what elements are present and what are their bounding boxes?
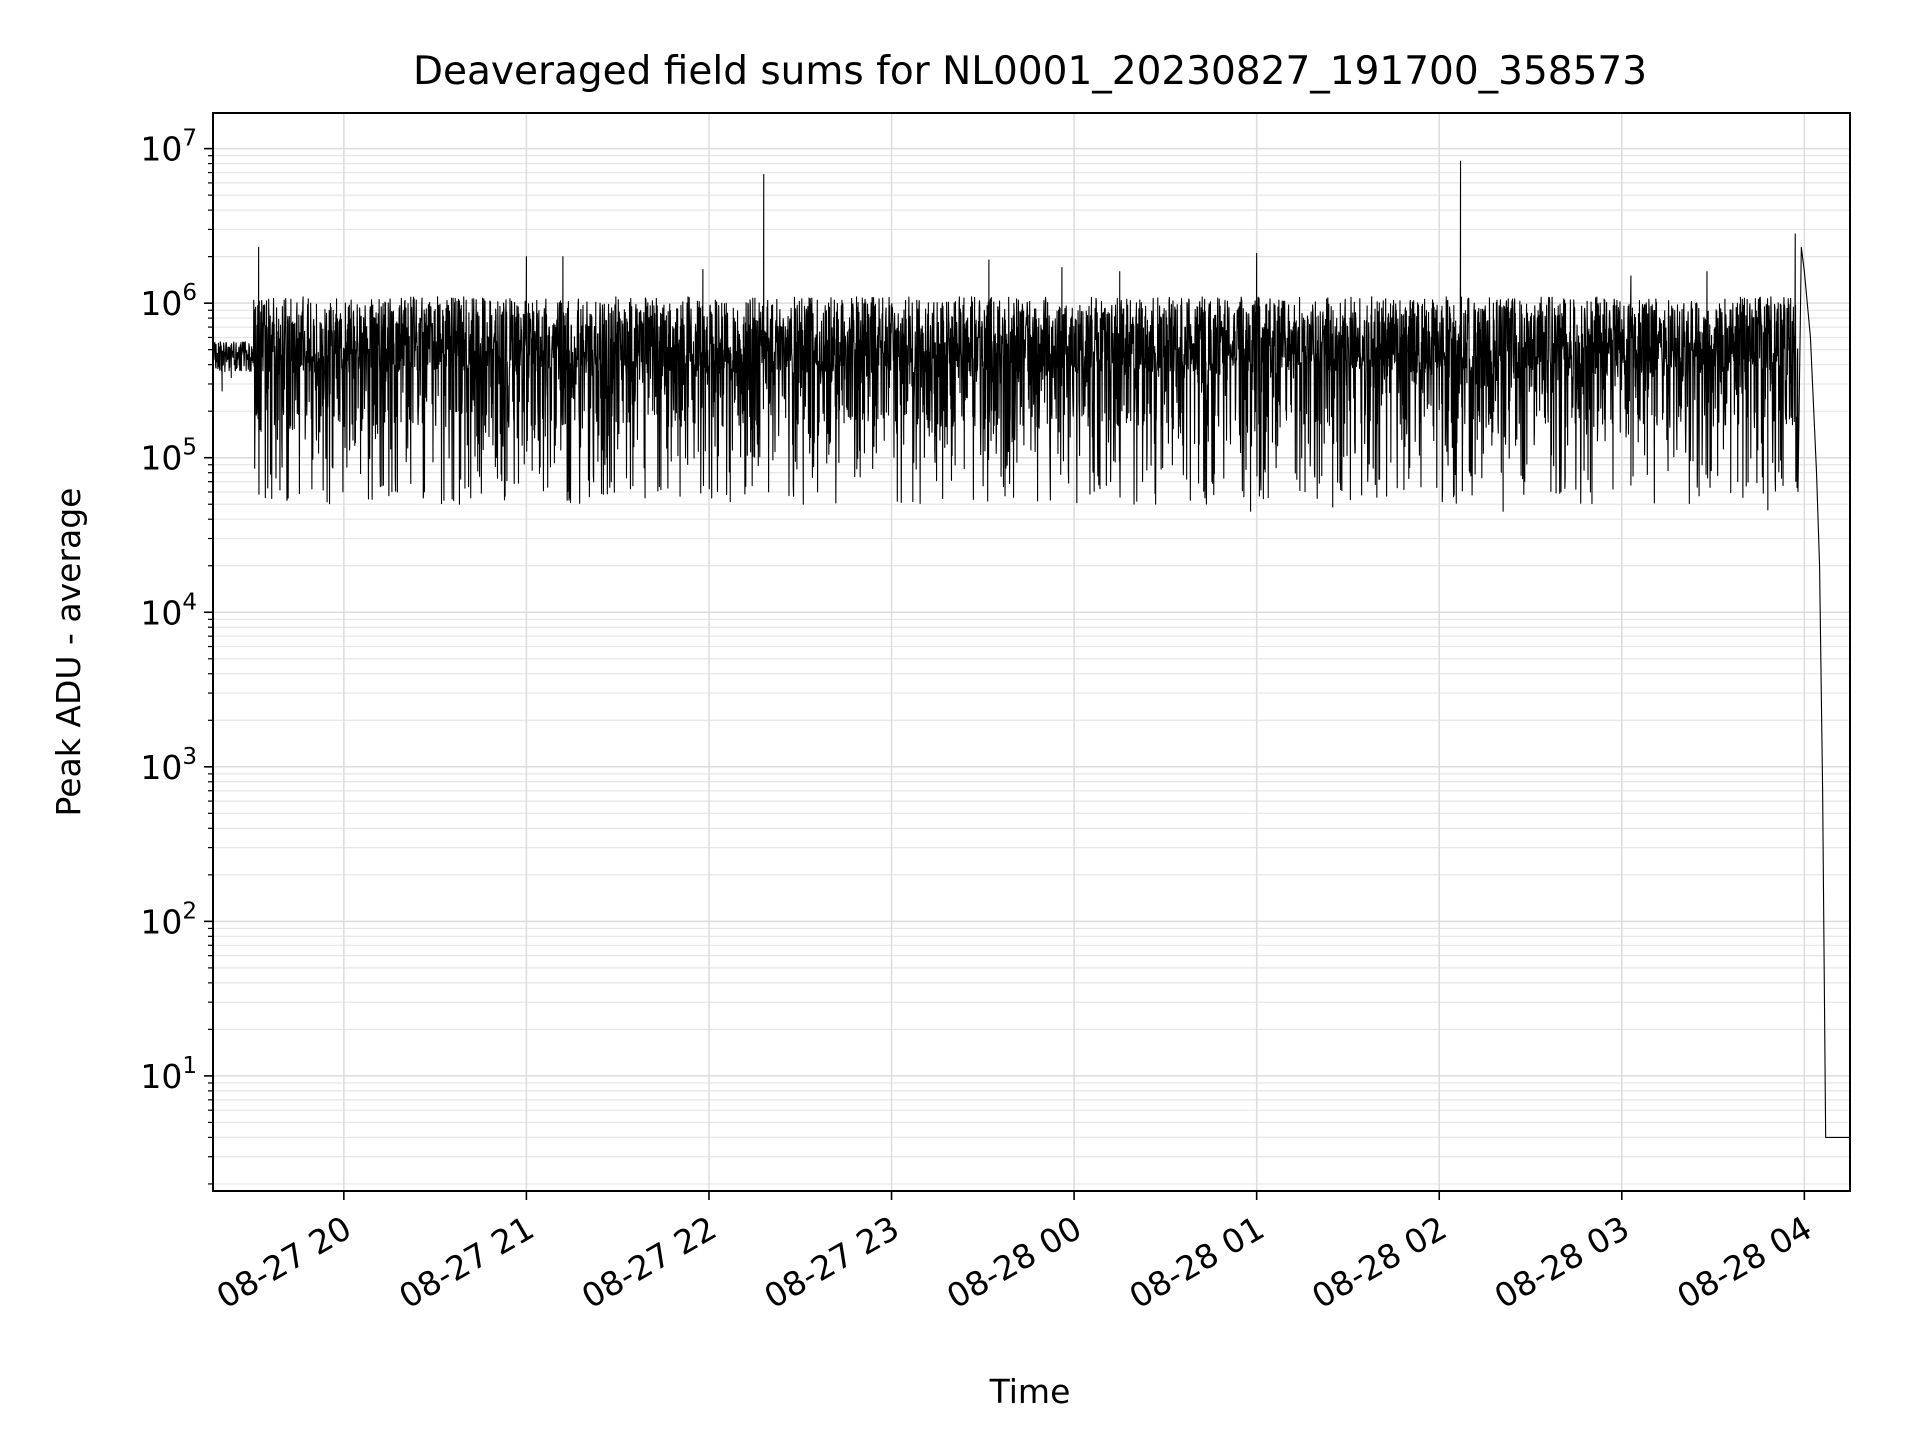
- plot-frame: [212, 112, 1851, 1192]
- y-tick-label: 101: [140, 1053, 197, 1096]
- y-tick-label: 105: [140, 435, 197, 478]
- series-line: [212, 160, 1850, 1138]
- y-tick-label: 104: [140, 589, 197, 632]
- y-tick-label: 103: [140, 744, 197, 787]
- chart-title: Deaveraged field sums for NL0001_2023082…: [413, 49, 1647, 94]
- y-tick-label: 107: [140, 126, 197, 169]
- y-tick-label: 106: [140, 280, 197, 323]
- x-axis-label: Time: [989, 1372, 1071, 1411]
- y-tick-label: 102: [140, 898, 197, 941]
- y-axis-label: Peak ADU - average: [49, 488, 88, 817]
- grid-layer: [213, 113, 1850, 1191]
